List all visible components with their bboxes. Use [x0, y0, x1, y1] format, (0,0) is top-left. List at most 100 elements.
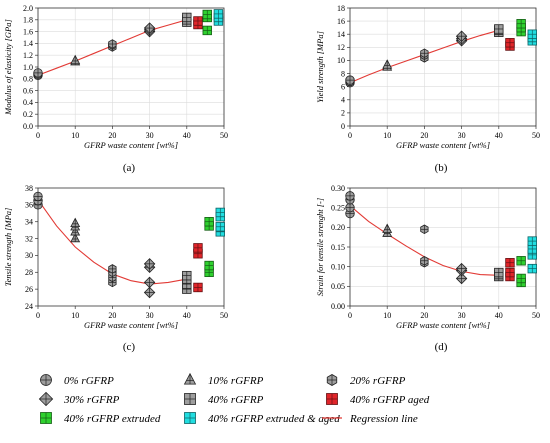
- legend-label: 40% rGFRP aged: [350, 394, 430, 406]
- x-tick-label: 30: [458, 311, 466, 320]
- y-tick-label: 0.25: [331, 203, 345, 212]
- y-tick-label: 1.4: [23, 39, 33, 48]
- data-point-r0: [33, 191, 43, 202]
- data-point-r40extaged: [527, 29, 537, 39]
- legend-label: 10% rGFRP: [208, 375, 264, 387]
- data-point-r30: [455, 272, 468, 285]
- x-tick-label: 0: [36, 311, 40, 320]
- y-tick-label: 6: [341, 82, 345, 91]
- x-tick-label: 30: [458, 131, 466, 140]
- y-tick-label: 10: [337, 56, 345, 65]
- plot-area: [350, 8, 536, 126]
- panel-d-label: (d): [435, 341, 448, 353]
- x-tick-label: 10: [383, 311, 391, 320]
- x-tick-label: 40: [183, 131, 191, 140]
- data-point-r40ext: [516, 273, 526, 284]
- panel-c-label: (c): [123, 341, 136, 353]
- data-point-r40aged: [505, 258, 515, 268]
- data-point-r40: [182, 279, 192, 289]
- data-point-r20: [420, 48, 429, 58]
- data-point-r20: [108, 264, 117, 274]
- x-tick-label: 20: [108, 311, 116, 320]
- y-tick-label: 4: [341, 96, 345, 105]
- y-tick-label: 14: [337, 30, 345, 39]
- legend-label: 0% rGFRP: [64, 375, 114, 387]
- y-tick-label: 0: [341, 122, 345, 131]
- y-tick-label: 8: [341, 69, 345, 78]
- data-point-r40extaged: [215, 222, 225, 232]
- y-tick-label: 0.10: [331, 262, 345, 271]
- legend-item-r20: 20% rGFRP: [326, 374, 406, 387]
- legend-label: 40% rGFRP extruded: [64, 413, 161, 425]
- legend-item-r40: 40% rGFRP: [184, 393, 264, 406]
- y-tick-label: 12: [337, 43, 345, 52]
- legend-marker-r40: [184, 393, 196, 405]
- y-tick-label: 0.20: [331, 223, 345, 232]
- y-tick-label: 0.0: [23, 122, 33, 131]
- data-point-r40: [182, 12, 192, 23]
- legend: 0% rGFRP 10% rGFRP 20% rGFRP 30% rGFRP 40% r…: [38, 372, 430, 425]
- data-point-r40extaged: [527, 244, 537, 254]
- x-tick-label: 50: [220, 131, 228, 140]
- legend-item-r40ext: 40% rGFRP extruded: [40, 412, 161, 425]
- y-axis-title: Yield strength [MPa]: [315, 31, 325, 103]
- legend-marker-r40ext: [40, 412, 52, 424]
- data-point-r30: [455, 30, 468, 42]
- data-point-r0: [33, 68, 43, 78]
- data-point-r40extaged: [527, 263, 537, 274]
- y-tick-label: 1.6: [23, 27, 33, 36]
- plot-frame: [349, 7, 537, 127]
- y-tick-label: 1.0: [23, 63, 33, 72]
- y-tick-label: 1.2: [23, 51, 33, 60]
- y-tick-label: 2: [341, 109, 345, 118]
- x-tick-label: 40: [495, 131, 503, 140]
- x-tick-label: 20: [108, 131, 116, 140]
- data-point-r20: [108, 39, 117, 49]
- y-axis-title: Tensile strength [MPa]: [3, 208, 13, 287]
- y-tick-label: 0.05: [331, 282, 345, 291]
- x-tick-label: 40: [495, 311, 503, 320]
- y-tick-label: 38: [25, 184, 33, 193]
- x-axis-title: GFRP waste content [wt%]: [396, 140, 490, 150]
- panel-c-chart: 24 26 28 30 32 34 36 38 0 10 20 30 40 50 GFRP waste co…: [3, 184, 228, 330]
- y-tick-label: 0.15: [331, 243, 345, 252]
- plot-frame: [37, 187, 225, 307]
- legend-marker-r40aged: [326, 393, 338, 405]
- data-point-r30: [143, 276, 156, 289]
- legend-label: Regression line: [349, 413, 418, 425]
- x-tick-label: 40: [183, 311, 191, 320]
- legend-item-r30: 30% rGFRP: [38, 391, 120, 407]
- x-tick-label: 50: [532, 131, 540, 140]
- y-tick-label: 26: [25, 285, 33, 294]
- data-point-r40aged: [193, 243, 203, 253]
- y-tick-label: 28: [25, 268, 33, 277]
- data-point-r30: [455, 262, 468, 275]
- y-tick-label: 0.00: [331, 302, 345, 311]
- x-tick-label: 30: [146, 311, 154, 320]
- data-point-r40aged: [193, 16, 203, 26]
- data-point-r40ext: [516, 19, 526, 29]
- data-point-r10: [70, 217, 81, 228]
- x-tick-label: 10: [71, 311, 79, 320]
- data-point-r10: [382, 59, 393, 69]
- panel-d-chart: 0.00 0.05 0.10 0.15 0.20 0.25 0.30 0 10 20 30 40 50 G…: [315, 184, 540, 330]
- legend-item-r0: 0% rGFRP: [40, 374, 114, 387]
- panel-b-label: (b): [435, 162, 448, 174]
- legend-label: 40% rGFRP extruded & aged: [208, 413, 340, 425]
- x-tick-label: 0: [348, 131, 352, 140]
- legend-item-r40aged: 40% rGFRP aged: [326, 393, 430, 406]
- x-tick-label: 10: [383, 131, 391, 140]
- y-tick-label: 0.6: [23, 86, 33, 95]
- data-point-r40aged: [505, 267, 515, 278]
- panel-a-chart: 0.0 0.2 0.4 0.6 0.8 1.0 1.2 1.4 1.6 1.8 2.0 0 10 20 30…: [3, 4, 228, 150]
- legend-label: 30% rGFRP: [63, 394, 120, 406]
- data-point-r30: [143, 258, 156, 270]
- y-tick-label: 34: [25, 218, 33, 227]
- x-axis-title: GFRP waste content [wt%]: [84, 140, 178, 150]
- data-point-r20: [420, 224, 429, 235]
- data-point-r0: [345, 202, 355, 213]
- y-tick-label: 24: [25, 302, 33, 311]
- data-point-r40aged: [505, 38, 515, 48]
- data-point-r20: [420, 256, 429, 266]
